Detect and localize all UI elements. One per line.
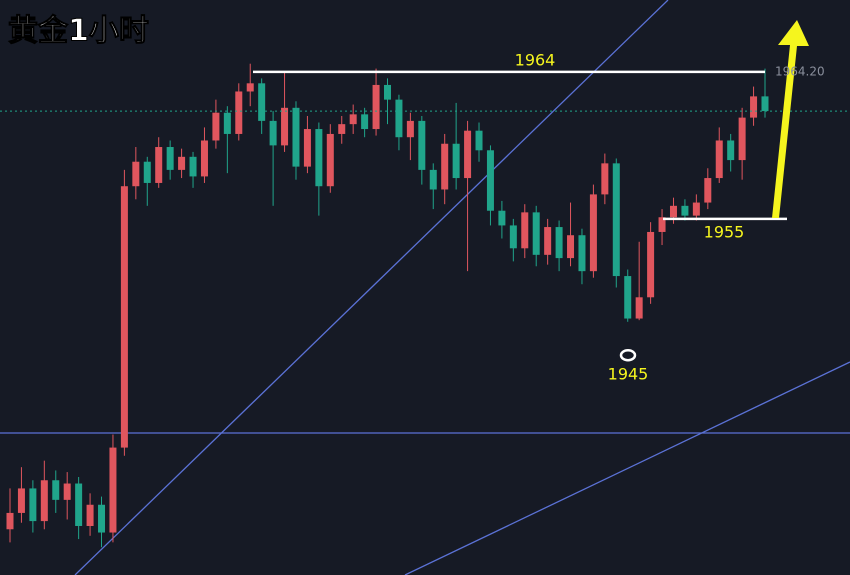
candle-body xyxy=(40,480,48,522)
candle-body xyxy=(98,504,106,533)
candle-body xyxy=(498,210,506,226)
candle-body xyxy=(395,99,403,138)
candle-body xyxy=(109,447,117,533)
candles xyxy=(0,63,850,548)
candle-body xyxy=(235,91,243,134)
candle-body xyxy=(578,235,586,272)
candle-body xyxy=(647,231,655,298)
candle-body xyxy=(486,150,494,211)
candle-body xyxy=(63,483,71,500)
low-marker xyxy=(619,348,637,362)
candle-body xyxy=(544,227,552,255)
candle-body xyxy=(612,163,620,277)
candle-body xyxy=(292,107,300,167)
candle-body xyxy=(601,163,609,195)
candle-body xyxy=(555,227,563,259)
candle-body xyxy=(418,120,426,170)
candle-body xyxy=(589,194,597,272)
candle-body xyxy=(155,147,163,183)
candle-body xyxy=(166,147,174,170)
candle-body xyxy=(509,225,517,249)
annotations: 1964 1955 1945 xyxy=(253,50,787,384)
price-label: 1964.20 xyxy=(775,65,825,79)
candle-body xyxy=(372,84,380,130)
candle-body xyxy=(281,107,289,146)
level-label: 1964 xyxy=(515,50,556,69)
candle-body xyxy=(120,186,128,448)
candle-body xyxy=(635,297,643,319)
candle-body xyxy=(132,161,140,187)
candle-body xyxy=(189,156,197,177)
candle-body xyxy=(338,124,346,134)
low-label: 1945 xyxy=(608,365,649,384)
trend-line xyxy=(74,0,669,575)
trend-line xyxy=(404,361,850,575)
candle-body xyxy=(727,140,735,161)
candle-body xyxy=(429,169,437,190)
candle-body xyxy=(246,83,254,92)
arrow xyxy=(772,20,809,218)
candle-body xyxy=(52,480,60,500)
candle-body xyxy=(178,156,186,170)
level-label: 1955 xyxy=(704,222,745,241)
candle-body xyxy=(441,143,449,190)
candle-body xyxy=(303,129,311,167)
candle-body xyxy=(681,205,689,216)
candle-body xyxy=(761,96,769,112)
candle-body xyxy=(223,112,231,134)
candle-body xyxy=(532,212,540,255)
candle-body xyxy=(361,114,369,130)
candle-body xyxy=(464,130,472,179)
candle-body xyxy=(315,129,323,187)
candle-body xyxy=(75,483,83,526)
candle-body xyxy=(715,140,723,179)
candle-body xyxy=(326,133,334,187)
candle-body xyxy=(6,512,14,530)
candle-body xyxy=(521,212,529,249)
candle-body xyxy=(669,205,677,218)
candle-body xyxy=(567,235,575,259)
candle-body xyxy=(692,202,700,216)
candle-body xyxy=(384,84,391,100)
candle-body xyxy=(29,488,37,522)
candle-body xyxy=(406,120,414,138)
candle-body xyxy=(269,120,277,146)
candle-body xyxy=(452,143,460,179)
candle-body xyxy=(704,178,712,203)
candle-body xyxy=(349,114,357,125)
candle-body xyxy=(258,83,266,121)
candle-body xyxy=(200,140,208,177)
candle-body xyxy=(86,504,94,526)
candle-body xyxy=(143,161,151,183)
candle-body xyxy=(624,276,632,319)
candle-body xyxy=(658,217,666,232)
candle-body xyxy=(738,117,746,161)
candle-body xyxy=(212,112,220,141)
candle-body xyxy=(750,96,758,118)
candle-body xyxy=(475,130,483,151)
chart-title: 黄金1小时 xyxy=(8,14,149,49)
candle-body xyxy=(17,488,25,513)
